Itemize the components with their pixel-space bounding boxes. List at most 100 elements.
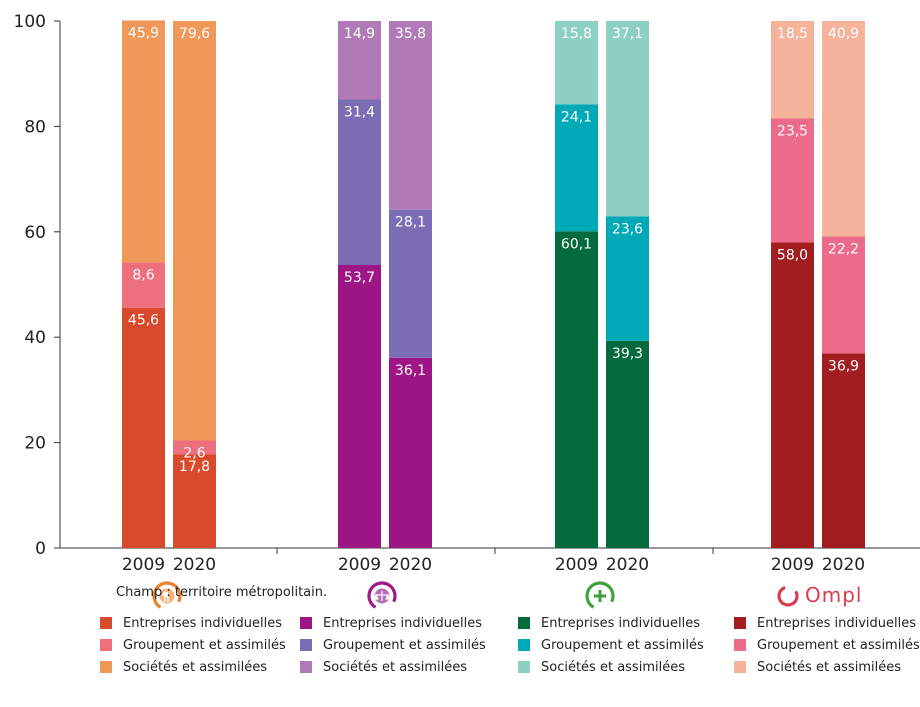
justice-scale-icon	[367, 581, 397, 610]
legend-group-4: Entreprises individuelles Groupement et a…	[734, 612, 920, 678]
data-label: 23,6	[612, 222, 643, 238]
bar-segment	[122, 307, 165, 548]
data-label: 45,9	[128, 25, 159, 41]
data-label: 14,9	[344, 26, 375, 42]
legend-label: Sociétés et assimilées	[541, 659, 685, 675]
x-tick-label: 2020	[822, 555, 865, 575]
bar-segment	[555, 21, 598, 105]
legend-item: Groupement et assimilés	[100, 634, 310, 656]
legend-group-2: Entreprises individuelles Groupement et a…	[300, 612, 510, 678]
legend-swatch	[518, 661, 530, 673]
legend-item: Entreprises individuelles	[100, 612, 310, 634]
data-label: 18,5	[777, 26, 808, 42]
data-label: 31,4	[344, 105, 375, 121]
legend-group-1: Entreprises individuelles Groupement et a…	[100, 612, 310, 678]
legend-swatch	[300, 661, 312, 673]
legend-item: Groupement et assimilés	[300, 634, 510, 656]
bar-segment	[338, 21, 381, 100]
bar-segment	[606, 340, 649, 548]
data-label: 45,6	[128, 313, 159, 329]
data-label: 22,2	[828, 242, 859, 258]
legend-group-3: Entreprises individuelles Groupement et a…	[518, 612, 728, 678]
bar-segment	[771, 118, 814, 243]
x-tick-label: 2009	[338, 555, 381, 575]
bar-segment	[606, 21, 649, 217]
data-label: 53,7	[344, 270, 375, 286]
bar-segment	[173, 454, 216, 548]
ompl-logo-text: Ompl	[805, 583, 862, 607]
legend-item: Sociétés et assimilées	[734, 656, 920, 678]
y-tick-label: 100	[14, 12, 46, 32]
x-tick-label: 2009	[771, 555, 814, 575]
ecology-icon	[152, 581, 182, 610]
bars-layer: 45,6 8,6 45,9 17,82,6 79,6 53,7 31,4 14,9 36,1 28…	[122, 20, 865, 548]
bar-segment	[389, 21, 432, 210]
legend-swatch	[734, 639, 746, 651]
icons-layer: Ompl	[152, 581, 862, 610]
legend-item: Groupement et assimilés	[518, 634, 728, 656]
x-tick-label: 2020	[606, 555, 649, 575]
y-tick-label: 40	[24, 328, 46, 348]
bar-segment	[822, 236, 865, 354]
legend-swatch	[518, 639, 530, 651]
data-label: 40,9	[828, 26, 859, 42]
legend-item: Sociétés et assimilées	[100, 656, 310, 678]
data-label: 24,1	[561, 109, 592, 125]
data-label: 39,3	[612, 346, 643, 362]
bar-segment	[338, 99, 381, 266]
legend-label: Groupement et assimilés	[757, 637, 920, 653]
legend-swatch	[734, 617, 746, 629]
bar-segment	[606, 216, 649, 341]
data-label: 28,1	[395, 215, 426, 231]
y-tick-label: 60	[24, 223, 46, 243]
bar-segment	[122, 20, 165, 263]
legend-item: Entreprises individuelles	[300, 612, 510, 634]
legend-label: Sociétés et assimilées	[757, 659, 901, 675]
x-tick-label: 2020	[173, 555, 216, 575]
legend-item: Entreprises individuelles	[518, 612, 728, 634]
data-label: 37,1	[612, 26, 643, 42]
legend-label: Sociétés et assimilées	[323, 659, 467, 675]
legend-item: Groupement et assimilés	[734, 634, 920, 656]
legend-item: Sociétés et assimilées	[518, 656, 728, 678]
bar-segment	[389, 209, 432, 358]
y-tick-label: 80	[24, 117, 46, 137]
legend-label: Entreprises individuelles	[757, 615, 916, 631]
legend-item: Entreprises individuelles	[734, 612, 920, 634]
bar-segment	[173, 21, 216, 441]
source-note: Champ : territoire métropolitain.	[116, 585, 328, 600]
bar-segment	[822, 353, 865, 548]
data-label: 2,6	[183, 445, 205, 461]
data-label: 35,8	[395, 26, 426, 42]
bar-segment	[338, 265, 381, 548]
x-tick-label: 2009	[122, 555, 165, 575]
bar-segment	[555, 104, 598, 232]
data-label: 23,5	[777, 123, 808, 139]
legend-label: Groupement et assimilés	[541, 637, 704, 653]
legend-swatch	[734, 661, 746, 673]
legend-swatch	[518, 617, 530, 629]
legend-swatch	[100, 617, 112, 629]
bar-segment	[389, 357, 432, 548]
bar-segment	[122, 262, 165, 308]
x-tick-label: 2009	[555, 555, 598, 575]
ompl-logo-icon: Ompl	[777, 583, 862, 607]
legend-label: Groupement et assimilés	[323, 637, 486, 653]
legend-label: Groupement et assimilés	[123, 637, 286, 653]
data-label: 58,0	[777, 247, 808, 263]
bar-segment	[771, 242, 814, 548]
health-cross-icon	[585, 581, 615, 610]
legend-swatch	[300, 639, 312, 651]
bar-segment	[555, 231, 598, 548]
legend-swatch	[100, 639, 112, 651]
data-label: 60,1	[561, 236, 592, 252]
x-tick-label: 2020	[389, 555, 432, 575]
legend-label: Entreprises individuelles	[123, 615, 282, 631]
legend-label: Sociétés et assimilées	[123, 659, 267, 675]
y-tick-label: 0	[35, 539, 46, 559]
legend-label: Entreprises individuelles	[541, 615, 700, 631]
bar-segment	[822, 21, 865, 237]
data-label: 17,8	[179, 459, 210, 475]
data-label: 36,9	[828, 359, 859, 375]
legend-swatch	[300, 617, 312, 629]
